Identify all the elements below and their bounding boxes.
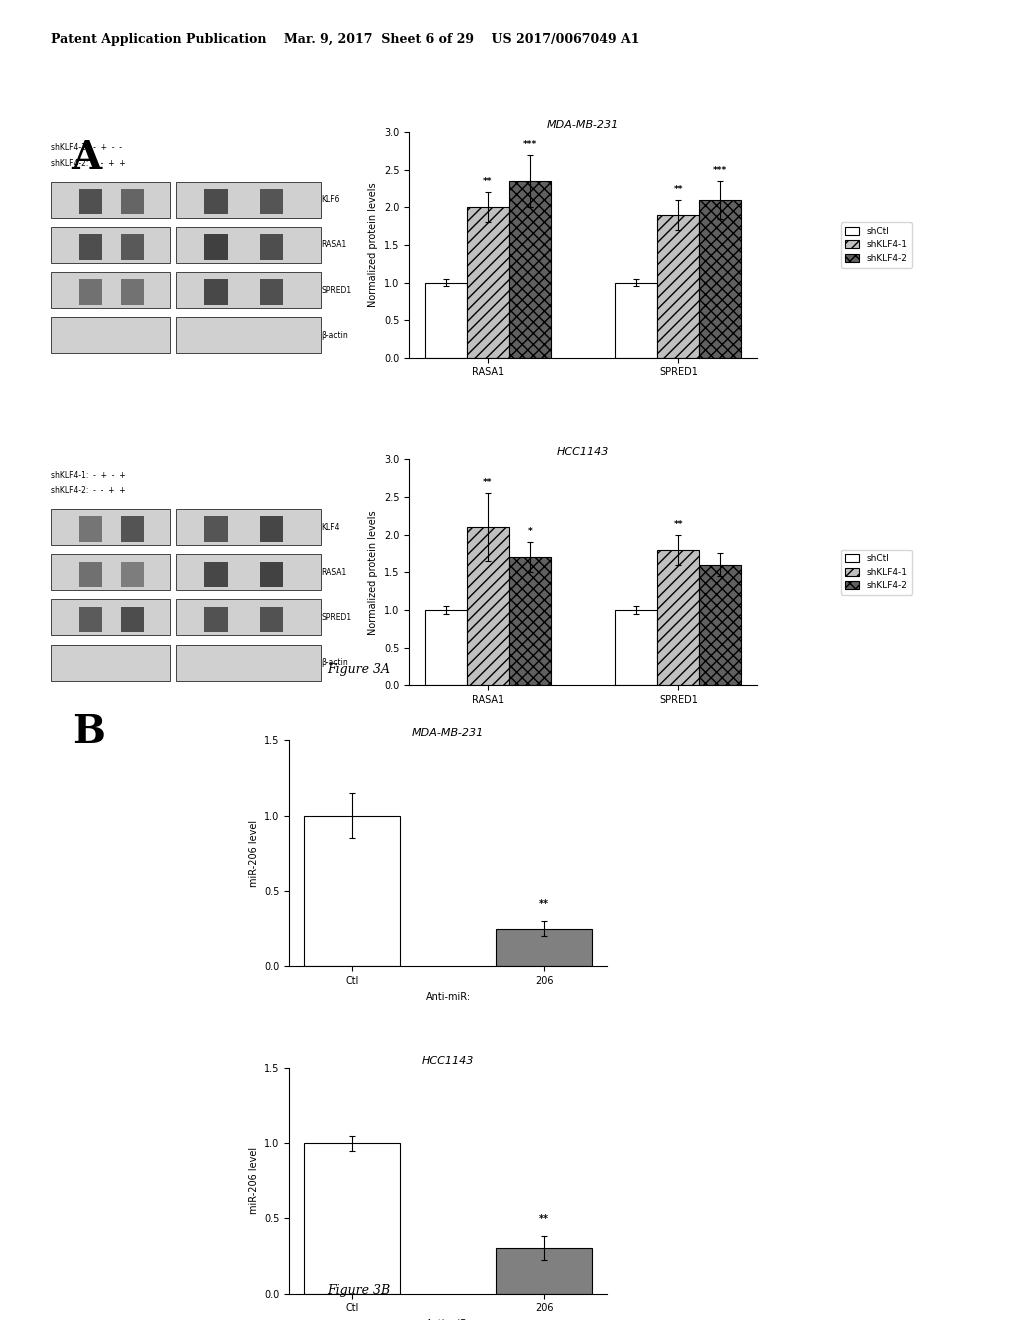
Bar bbox=[496, 1249, 592, 1294]
Title: HCC1143: HCC1143 bbox=[422, 1056, 474, 1065]
Legend: shCtl, shKLF4-1, shKLF4-2: shCtl, shKLF4-1, shKLF4-2 bbox=[841, 222, 911, 268]
Bar bbox=[260, 234, 284, 260]
Title: MDA-MB-231: MDA-MB-231 bbox=[547, 120, 620, 129]
Bar bbox=[79, 280, 102, 305]
Bar bbox=[121, 561, 144, 587]
Bar bbox=[425, 610, 467, 685]
Bar bbox=[121, 234, 144, 260]
Text: A: A bbox=[72, 139, 102, 177]
Bar bbox=[260, 607, 284, 632]
Bar bbox=[121, 189, 144, 214]
Bar bbox=[79, 234, 102, 260]
Y-axis label: Normalized protein levels: Normalized protein levels bbox=[369, 182, 378, 308]
Legend: shCtl, shKLF4-1, shKLF4-2: shCtl, shKLF4-1, shKLF4-2 bbox=[841, 549, 911, 595]
Title: MDA-MB-231: MDA-MB-231 bbox=[412, 729, 484, 738]
Bar bbox=[121, 280, 144, 305]
Title: HCC1143: HCC1143 bbox=[557, 447, 609, 457]
Bar bbox=[176, 182, 322, 218]
Bar bbox=[467, 207, 509, 358]
Bar bbox=[260, 280, 284, 305]
Bar bbox=[205, 607, 227, 632]
Text: shKLF4-1:  -  +  -  -: shKLF4-1: - + - - bbox=[51, 144, 122, 152]
Bar bbox=[51, 227, 170, 263]
Text: KLF6: KLF6 bbox=[322, 195, 340, 205]
Text: **: ** bbox=[674, 520, 683, 528]
Text: **: ** bbox=[540, 1214, 549, 1225]
Bar bbox=[51, 554, 170, 590]
Bar bbox=[304, 1143, 400, 1294]
Text: *: * bbox=[527, 527, 532, 536]
Bar bbox=[51, 272, 170, 308]
Text: **: ** bbox=[540, 899, 549, 909]
Bar bbox=[51, 510, 170, 545]
Bar bbox=[260, 516, 284, 541]
Text: ***: *** bbox=[522, 140, 537, 149]
Bar bbox=[79, 607, 102, 632]
Text: KLF4: KLF4 bbox=[322, 523, 340, 532]
Y-axis label: Normalized protein levels: Normalized protein levels bbox=[369, 510, 378, 635]
Bar bbox=[121, 516, 144, 541]
Text: RASA1: RASA1 bbox=[322, 568, 346, 577]
Bar bbox=[304, 816, 400, 966]
Text: β-actin: β-actin bbox=[322, 331, 348, 339]
Bar bbox=[176, 317, 322, 354]
Bar bbox=[615, 610, 657, 685]
Bar bbox=[615, 282, 657, 358]
X-axis label: Anti-miR:: Anti-miR: bbox=[425, 991, 471, 1002]
Text: shKLF4-1:  -  +  -  +: shKLF4-1: - + - + bbox=[51, 471, 126, 479]
Text: **: ** bbox=[483, 177, 493, 186]
Bar bbox=[205, 561, 227, 587]
Bar bbox=[496, 928, 592, 966]
Bar bbox=[176, 227, 322, 263]
Bar bbox=[51, 599, 170, 635]
Bar bbox=[699, 199, 741, 358]
Bar bbox=[79, 561, 102, 587]
Bar bbox=[205, 234, 227, 260]
Text: shKLF4-2:  -  -  +  +: shKLF4-2: - - + + bbox=[51, 487, 126, 495]
Y-axis label: miR-206 level: miR-206 level bbox=[249, 820, 259, 887]
Text: RASA1: RASA1 bbox=[322, 240, 346, 249]
Bar bbox=[260, 189, 284, 214]
Bar bbox=[699, 565, 741, 685]
Text: B: B bbox=[72, 713, 104, 751]
Bar bbox=[121, 607, 144, 632]
Y-axis label: miR-206 level: miR-206 level bbox=[249, 1147, 259, 1214]
Bar bbox=[176, 510, 322, 545]
Bar bbox=[176, 644, 322, 681]
Bar bbox=[509, 557, 551, 685]
Bar bbox=[657, 215, 699, 358]
Bar bbox=[205, 516, 227, 541]
Text: ***: *** bbox=[713, 166, 727, 174]
Text: Patent Application Publication    Mar. 9, 2017  Sheet 6 of 29    US 2017/0067049: Patent Application Publication Mar. 9, 2… bbox=[51, 33, 640, 46]
Text: Figure 3B: Figure 3B bbox=[327, 1283, 390, 1296]
Bar bbox=[425, 282, 467, 358]
Text: β-actin: β-actin bbox=[322, 659, 348, 667]
Bar bbox=[205, 280, 227, 305]
Bar bbox=[205, 189, 227, 214]
Text: SPRED1: SPRED1 bbox=[322, 285, 351, 294]
Bar bbox=[467, 527, 509, 685]
Bar bbox=[260, 561, 284, 587]
Text: **: ** bbox=[483, 478, 493, 487]
Bar bbox=[51, 182, 170, 218]
Text: shKLF4-2:  -  -  +  +: shKLF4-2: - - + + bbox=[51, 160, 126, 168]
Text: Figure 3A: Figure 3A bbox=[327, 663, 390, 676]
Bar bbox=[509, 181, 551, 358]
Bar bbox=[176, 554, 322, 590]
Text: SPRED1: SPRED1 bbox=[322, 612, 351, 622]
Text: **: ** bbox=[674, 185, 683, 194]
Bar bbox=[51, 317, 170, 354]
Bar bbox=[657, 549, 699, 685]
Bar bbox=[79, 189, 102, 214]
Bar bbox=[176, 599, 322, 635]
Bar bbox=[176, 272, 322, 308]
Bar bbox=[51, 644, 170, 681]
Bar bbox=[79, 516, 102, 541]
